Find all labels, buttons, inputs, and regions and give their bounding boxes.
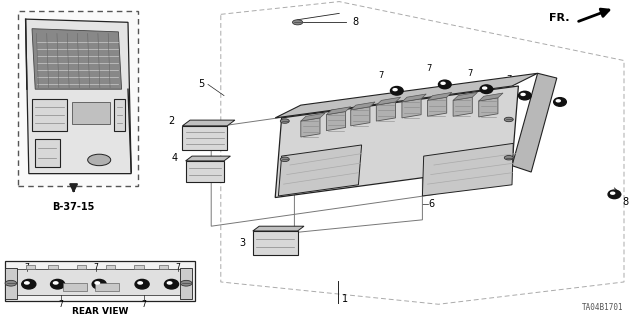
- Text: 6: 6: [429, 199, 435, 209]
- Polygon shape: [479, 93, 503, 101]
- Ellipse shape: [390, 86, 403, 95]
- Ellipse shape: [608, 190, 621, 199]
- Bar: [18, 11, 138, 186]
- Polygon shape: [186, 156, 230, 161]
- Bar: [26, 265, 35, 269]
- Text: 7: 7: [541, 82, 547, 91]
- Text: 7: 7: [24, 263, 29, 272]
- Ellipse shape: [441, 82, 445, 84]
- Bar: [5, 268, 17, 299]
- Text: B-37-15: B-37-15: [52, 202, 95, 212]
- Ellipse shape: [22, 279, 36, 289]
- Text: FR.: FR.: [549, 12, 570, 23]
- Circle shape: [5, 280, 17, 286]
- Polygon shape: [428, 93, 452, 100]
- Polygon shape: [275, 86, 518, 197]
- Ellipse shape: [483, 87, 486, 89]
- Polygon shape: [402, 99, 421, 118]
- Ellipse shape: [556, 100, 560, 102]
- Polygon shape: [453, 93, 477, 100]
- Bar: [134, 265, 144, 269]
- FancyBboxPatch shape: [35, 138, 60, 167]
- FancyBboxPatch shape: [182, 126, 227, 150]
- Polygon shape: [479, 98, 498, 117]
- Bar: [63, 283, 87, 291]
- Text: 8: 8: [352, 17, 358, 27]
- Polygon shape: [402, 94, 426, 102]
- Ellipse shape: [135, 279, 149, 289]
- Circle shape: [280, 119, 289, 123]
- Ellipse shape: [438, 80, 451, 89]
- Ellipse shape: [554, 98, 566, 106]
- Polygon shape: [453, 97, 472, 116]
- Bar: [95, 283, 119, 291]
- Ellipse shape: [92, 279, 106, 289]
- Text: 2: 2: [168, 116, 175, 126]
- Ellipse shape: [518, 91, 531, 100]
- Text: 7: 7: [58, 300, 63, 309]
- Text: 5: 5: [198, 79, 205, 89]
- Polygon shape: [253, 226, 304, 231]
- Circle shape: [88, 154, 111, 166]
- Circle shape: [180, 280, 192, 286]
- Circle shape: [504, 155, 513, 160]
- Text: 7: 7: [175, 263, 180, 272]
- Text: 4: 4: [172, 153, 178, 163]
- Polygon shape: [326, 107, 351, 115]
- Polygon shape: [376, 97, 401, 105]
- Polygon shape: [512, 73, 557, 172]
- Polygon shape: [301, 113, 325, 121]
- Polygon shape: [351, 107, 370, 126]
- Ellipse shape: [138, 282, 143, 284]
- Ellipse shape: [393, 89, 397, 91]
- Ellipse shape: [168, 282, 172, 284]
- Text: TA04B1701: TA04B1701: [582, 303, 624, 312]
- FancyBboxPatch shape: [186, 161, 224, 182]
- Ellipse shape: [480, 85, 493, 93]
- Text: 7: 7: [506, 75, 511, 85]
- Text: 7: 7: [141, 300, 147, 309]
- Ellipse shape: [53, 282, 58, 284]
- Polygon shape: [428, 97, 447, 116]
- Ellipse shape: [24, 282, 29, 284]
- FancyArrowPatch shape: [579, 9, 609, 21]
- Bar: [106, 265, 115, 269]
- Polygon shape: [32, 29, 122, 89]
- Text: 7: 7: [93, 263, 99, 272]
- Bar: [8, 269, 187, 295]
- Bar: [180, 268, 192, 299]
- Polygon shape: [182, 120, 235, 126]
- Circle shape: [280, 157, 289, 161]
- Text: REAR VIEW: REAR VIEW: [72, 308, 129, 316]
- FancyBboxPatch shape: [114, 99, 125, 130]
- Polygon shape: [26, 19, 131, 174]
- Polygon shape: [301, 118, 320, 137]
- Ellipse shape: [164, 279, 179, 289]
- Text: 7: 7: [378, 70, 383, 80]
- Polygon shape: [275, 73, 538, 118]
- Ellipse shape: [95, 282, 100, 284]
- Text: 3: 3: [239, 238, 245, 248]
- Polygon shape: [278, 145, 362, 196]
- Text: 8: 8: [623, 197, 629, 207]
- Ellipse shape: [611, 192, 614, 194]
- Text: 1: 1: [342, 294, 348, 304]
- Bar: [159, 265, 168, 269]
- Polygon shape: [422, 143, 513, 196]
- Bar: [48, 265, 58, 269]
- FancyBboxPatch shape: [32, 99, 67, 130]
- Ellipse shape: [521, 93, 525, 95]
- FancyBboxPatch shape: [253, 231, 298, 255]
- Polygon shape: [376, 102, 396, 121]
- Polygon shape: [351, 102, 375, 110]
- FancyBboxPatch shape: [72, 102, 110, 124]
- Text: 7: 7: [426, 64, 431, 73]
- Circle shape: [504, 117, 513, 122]
- Polygon shape: [326, 112, 346, 130]
- Circle shape: [292, 20, 303, 25]
- Bar: [5, 261, 195, 301]
- Ellipse shape: [51, 279, 65, 289]
- Text: 7: 7: [468, 69, 473, 78]
- Bar: [77, 265, 86, 269]
